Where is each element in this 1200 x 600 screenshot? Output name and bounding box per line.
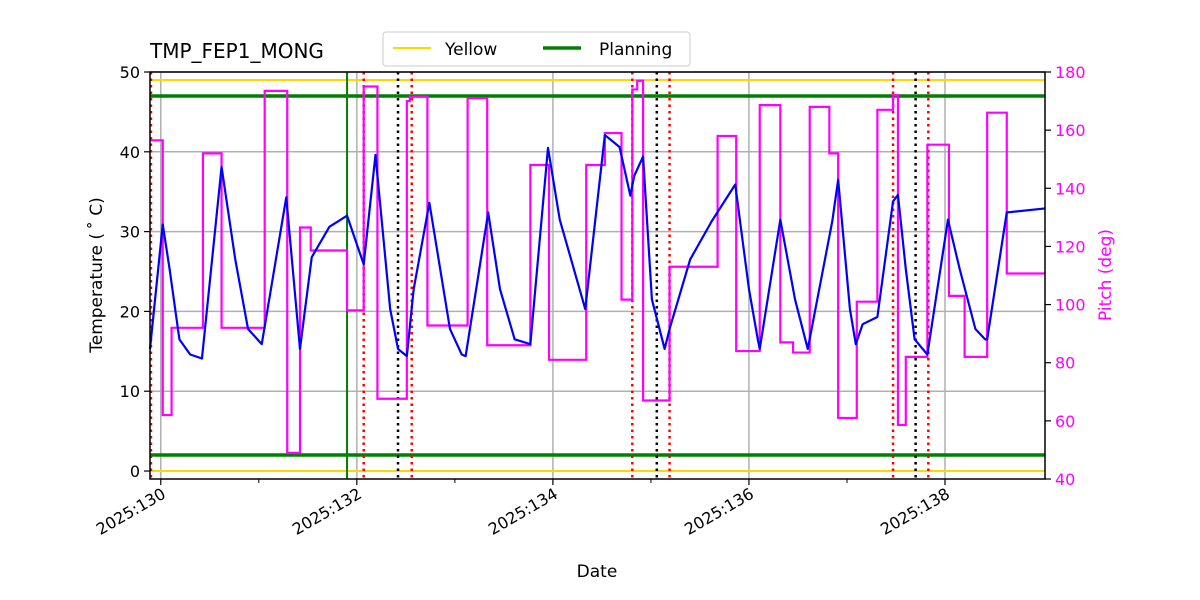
temperature-series-line: [148, 133, 1046, 360]
y2-tick-label: 40: [1055, 470, 1075, 489]
plot-frame: [149, 71, 1046, 480]
legend: Yellow Planning: [382, 31, 691, 67]
series: [148, 79, 1046, 454]
event-lines: [149, 72, 930, 479]
y2-tick-label: 120: [1055, 237, 1086, 256]
legend-label-yellow: Yellow: [444, 40, 497, 60]
limit-lines: [150, 78, 1045, 473]
x-tick-label: 2025:134: [485, 484, 561, 539]
x-axis-label: Date: [577, 562, 618, 582]
y2-tick-label: 140: [1055, 179, 1086, 198]
y-tick-label: 10: [120, 382, 140, 401]
legend-label-planning: Planning: [599, 40, 672, 60]
y2-tick-label: 160: [1055, 121, 1086, 140]
chart-title: TMP_FEP1_MONG: [149, 39, 324, 63]
y2-axis-label: Pitch (deg): [1096, 229, 1116, 321]
x-tick-label: 2025:132: [289, 484, 365, 539]
pitch-series-line: [150, 79, 1045, 454]
y2-tick-label: 60: [1055, 412, 1075, 431]
grid: [150, 71, 1045, 479]
y-tick-label: 0: [130, 462, 140, 481]
y-axis-label: Temperature ( ˚ C): [86, 197, 107, 354]
x-tick-label: 2025:130: [93, 484, 169, 539]
y2-tick-label: 100: [1055, 296, 1086, 315]
y-tick-label: 30: [120, 223, 140, 242]
y2-tick-label: 180: [1055, 63, 1086, 82]
y2-tick-label: 80: [1055, 354, 1075, 373]
y-tick-label: 20: [120, 302, 140, 321]
x-tick-label: 2025:138: [877, 484, 953, 539]
y-tick-label: 50: [120, 63, 140, 82]
x-tick-label: 2025:136: [681, 484, 757, 539]
y-tick-label: 40: [120, 143, 140, 162]
